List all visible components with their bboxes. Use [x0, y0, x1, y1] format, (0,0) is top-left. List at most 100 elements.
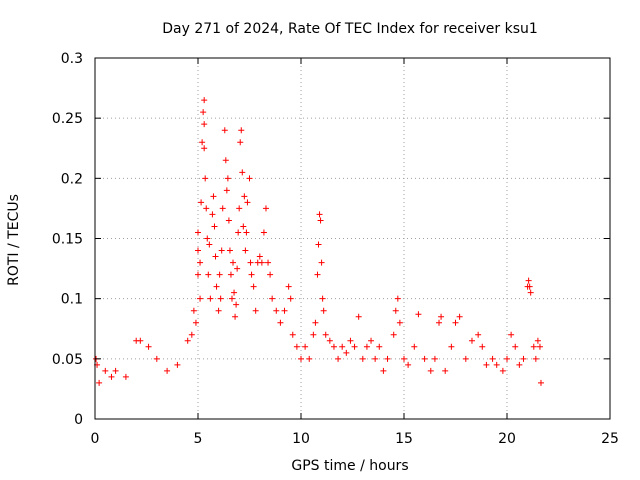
y-tick-label: 0: [74, 412, 83, 428]
scatter-point: [204, 235, 211, 242]
scatter-point: [442, 367, 449, 374]
scatter-point: [534, 337, 541, 344]
scatter-point: [493, 361, 500, 368]
scatter-point: [277, 319, 284, 326]
scatter-point: [330, 343, 337, 350]
scatter-point: [210, 193, 217, 200]
scatter-point: [306, 355, 313, 362]
scatter-point: [431, 355, 438, 362]
scatter-point: [108, 373, 115, 380]
tick-labels: 0 5 10 15 20 25 0 0.05 0.1 0.15 0.2 0.25 0.3: [52, 51, 619, 447]
scatter-point: [527, 289, 534, 296]
scatter-point: [537, 379, 544, 386]
scatter-point: [234, 265, 241, 272]
scatter-point: [475, 331, 482, 338]
scatter-point: [205, 271, 212, 278]
scatter-point: [202, 175, 209, 182]
scatter-point: [318, 259, 325, 266]
scatter-point: [102, 367, 109, 374]
scatter-point: [394, 295, 401, 302]
scatter-point: [376, 343, 383, 350]
x-tick-label: 25: [601, 431, 619, 447]
scatter-point: [405, 361, 412, 368]
scatter-point: [525, 277, 532, 284]
scatter-point: [343, 349, 350, 356]
scatter-point: [195, 271, 201, 278]
scatter-point: [317, 217, 324, 224]
x-tick-label: 0: [91, 431, 100, 447]
scatter-point: [316, 211, 323, 218]
scatter-point: [355, 313, 362, 320]
y-tick-label: 0.2: [61, 171, 83, 187]
scatter-point: [174, 361, 181, 368]
scatter-point: [339, 343, 346, 350]
scatter-point: [310, 331, 317, 338]
scatter-point: [411, 343, 418, 350]
scatter-point: [197, 295, 204, 302]
scatter-point: [236, 205, 243, 212]
scatter-point: [244, 199, 251, 206]
scatter-point: [479, 343, 486, 350]
scatter-point: [232, 313, 239, 320]
scatter-point: [215, 307, 222, 314]
scatter-point: [201, 145, 208, 152]
scatter-point: [252, 307, 259, 314]
scatter-point: [258, 259, 265, 266]
scatter-point: [260, 229, 267, 236]
scatter-point: [319, 295, 326, 302]
scatter-point: [223, 187, 230, 194]
scatter-point: [298, 355, 304, 362]
scatter-point: [468, 337, 475, 344]
scatter-point: [195, 247, 201, 254]
scatter-point: [164, 367, 171, 374]
scatter-point: [401, 355, 407, 362]
scatter-point: [112, 367, 119, 374]
scatter-point: [248, 271, 255, 278]
scatter-point: [285, 283, 292, 290]
scatter-point: [218, 247, 225, 254]
scatter-point: [347, 337, 354, 344]
scatter-point: [201, 97, 208, 104]
scatter-point: [247, 259, 254, 266]
scatter-point: [233, 301, 240, 308]
scatter-point: [230, 259, 237, 266]
scatter-point: [145, 343, 152, 350]
scatter-point: [392, 307, 399, 314]
scatter-point: [197, 259, 204, 266]
scatter-point: [322, 331, 329, 338]
scatter-point: [368, 337, 375, 344]
scatter-point: [195, 229, 201, 236]
scatter-point: [390, 331, 397, 338]
x-tick-label: 20: [498, 431, 516, 447]
scatter-point: [421, 355, 428, 362]
scatter-point: [315, 241, 322, 248]
scatter-point: [211, 223, 218, 230]
scatter-point: [231, 289, 238, 296]
scatter-point: [526, 283, 533, 290]
scatter-point: [289, 331, 296, 338]
scatter-point: [243, 229, 250, 236]
x-tick-label: 10: [292, 431, 310, 447]
scatter-point: [198, 199, 205, 206]
scatter-point: [448, 343, 455, 350]
scatter-point: [227, 271, 234, 278]
scatter-point: [256, 253, 263, 260]
scatter-point: [499, 367, 506, 374]
y-tick-label: 0.15: [52, 232, 83, 248]
scatter-point: [489, 355, 496, 362]
scatter-point: [415, 311, 422, 318]
scatter-point: [483, 361, 490, 368]
scatter-point: [462, 355, 469, 362]
scatter-points: [93, 97, 544, 386]
scatter-point: [188, 331, 195, 338]
scatter-point: [235, 229, 242, 236]
axis-ticks: [94, 57, 611, 420]
scatter-point: [452, 319, 459, 326]
scatter-point: [384, 355, 391, 362]
scatter-point: [314, 271, 321, 278]
scatter-point: [536, 343, 543, 350]
y-tick-label: 0.05: [52, 352, 83, 368]
scatter-point: [228, 295, 235, 302]
scatter-point: [372, 355, 379, 362]
scatter-point: [203, 205, 210, 212]
